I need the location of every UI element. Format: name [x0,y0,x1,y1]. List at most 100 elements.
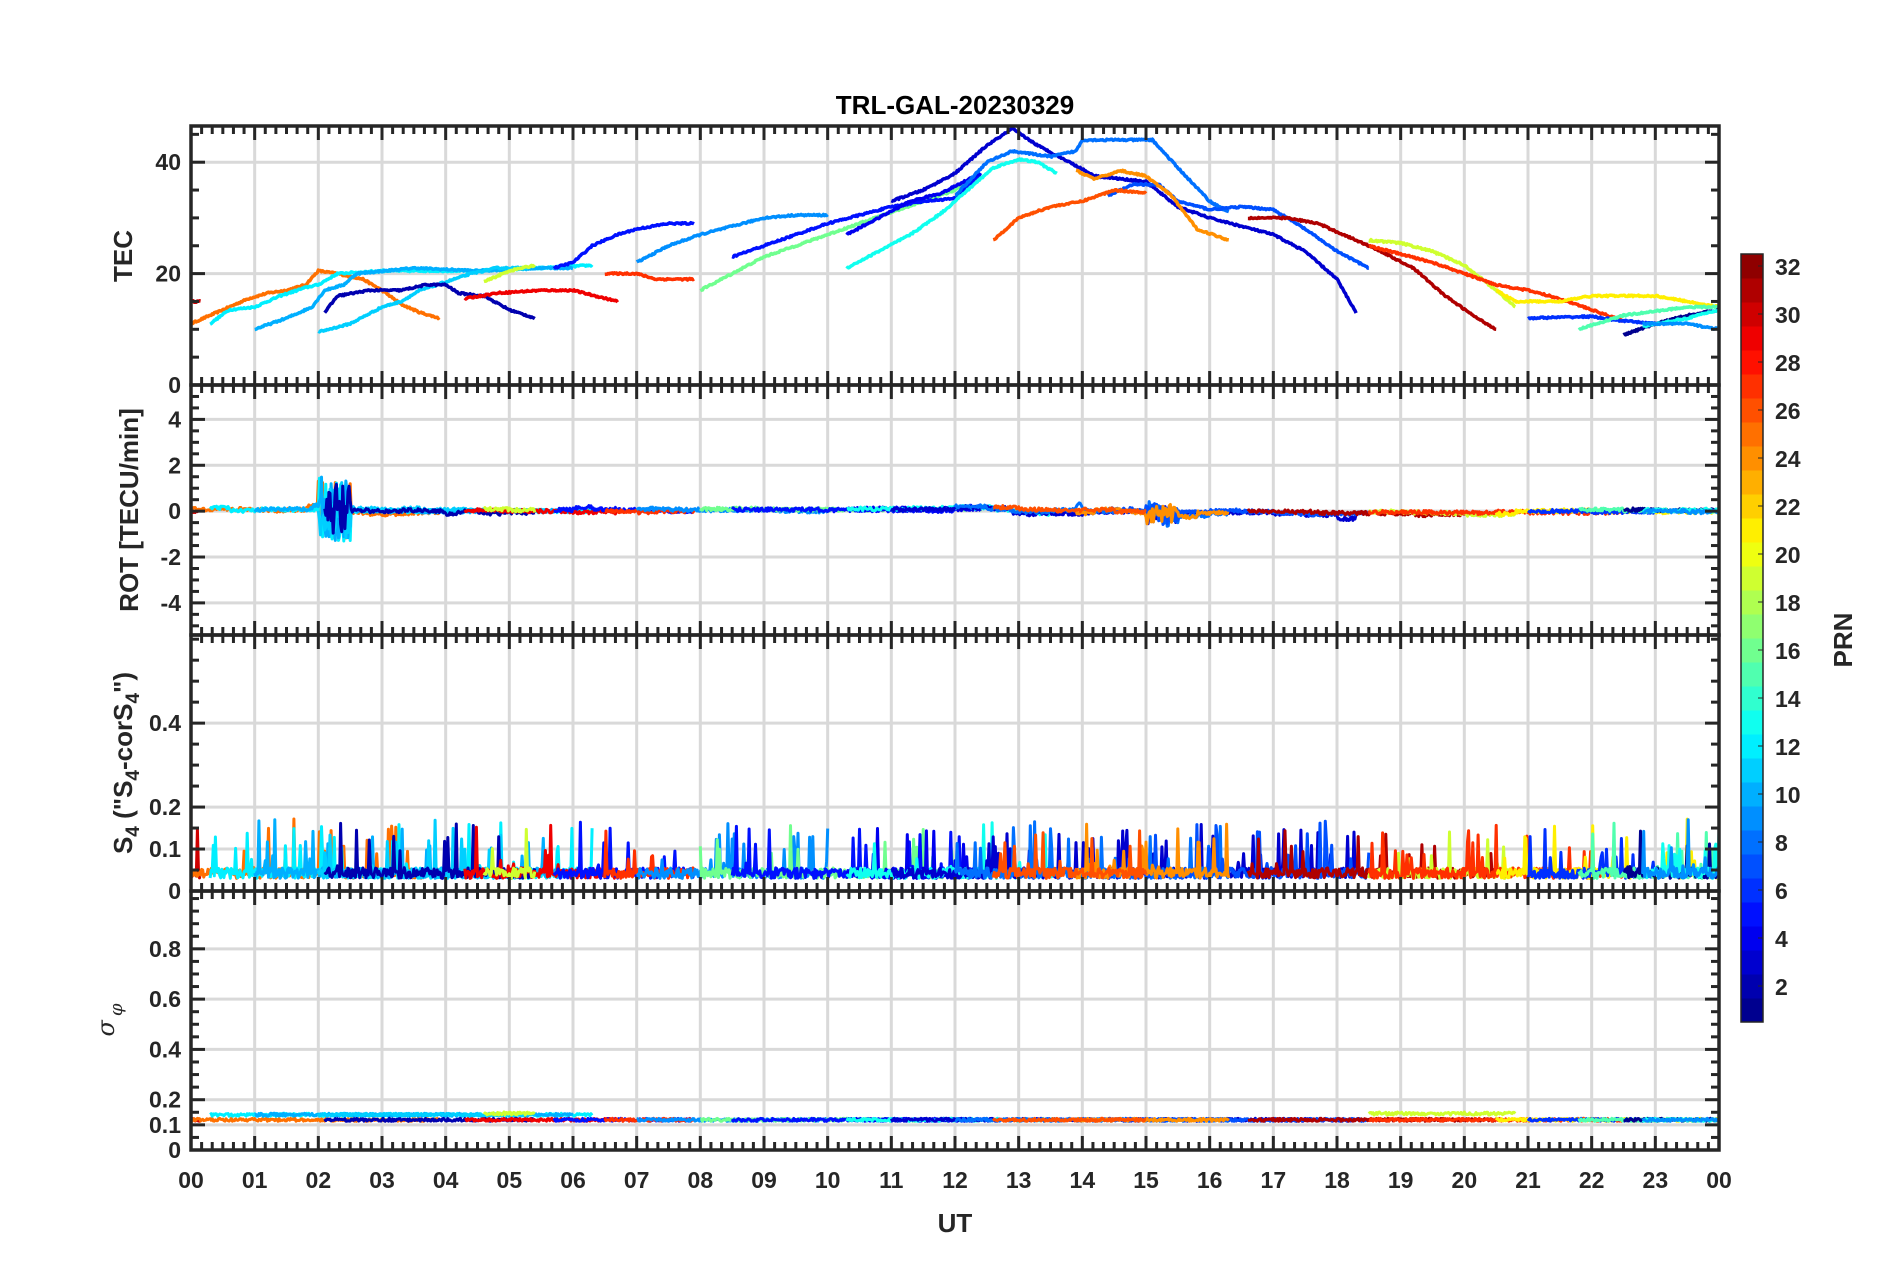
x-tick-label: 22 [1579,1167,1605,1193]
tec-track-prn-3 [890,126,1358,314]
colorbar-level [1741,326,1763,351]
colorbar-tick-label: 2 [1775,974,1788,1000]
colorbar-level [1741,518,1763,543]
colorbar-level [1741,614,1763,639]
rot-y-tick-label: 0 [168,498,181,524]
s4-label-sub2: 4 [123,770,144,781]
colorbar-level [1741,566,1763,591]
x-tick-label: 14 [1070,1167,1096,1193]
tec-y-label: TEC [108,230,138,282]
sigma-label-main: σ [92,1020,120,1037]
s4-y-tick-label: 0.1 [149,836,181,862]
rot-y-tick-label: 2 [168,452,181,478]
colorbar-level [1741,854,1763,879]
tec-track-prn-21 [1495,288,1719,309]
sigma-track-prn-19 [1367,1110,1517,1117]
colorbar-level [1741,662,1763,687]
colorbar-level [1741,926,1763,951]
s4-track-prn-26 [991,829,1148,880]
colorbar-tick-label: 18 [1775,590,1801,616]
tec-track-prn-13 [845,157,1058,270]
s4-y-tick-label: 0.4 [149,710,181,736]
colorbar-level [1741,278,1763,303]
tec-data [191,126,1719,337]
tec-track-prn-27 [1368,244,1625,323]
x-tick-label: 20 [1452,1167,1478,1193]
s4-label-s: S [108,837,138,854]
rot-data [191,475,1719,543]
tec-y-tick-label: 40 [155,149,181,175]
rot-y-tick-label: -4 [161,590,182,616]
chart-title: TRL-GAL-20230329 [836,90,1074,120]
colorbar-tick-label: 8 [1775,830,1788,856]
x-tick-label: 05 [497,1167,523,1193]
x-axis-label: UT [938,1208,973,1238]
s4-y-label: S4 ("S4-corS4") [108,672,144,854]
colorbar-level [1741,902,1763,927]
sigma-y-tick-label: 0.2 [149,1087,181,1113]
colorbar-level [1741,374,1763,399]
x-tick-label: 12 [942,1167,968,1193]
colorbar-tick-label: 14 [1775,686,1801,712]
colorbar-tick-label: 32 [1775,254,1801,280]
tec-track-prn-9 [1641,321,1719,331]
x-tick-label: 00 [1706,1167,1732,1193]
s4-track-prn-2 [323,821,537,880]
colorbar-level [1741,638,1763,663]
rot-y-tick-label: 4 [168,406,181,432]
colorbar-level [1741,494,1763,519]
x-tick-label: 18 [1324,1167,1350,1193]
s4-y-tick-label: 0.2 [149,794,181,820]
sigma-data [191,1110,1719,1123]
sigma-track-prn-9 [1641,1116,1719,1123]
x-tick-label: 04 [433,1167,459,1193]
tec-track-prn-24 [1075,168,1230,242]
sigma-y-tick-label: 0.4 [149,1036,181,1062]
colorbar-level [1741,422,1763,447]
tec-track-prn-27 [604,271,695,282]
colorbar-tick-label: 16 [1775,638,1801,664]
tec-track-prn-5 [552,220,695,270]
colorbar-tick-label: 28 [1775,350,1801,376]
s4-label-end: ") [108,672,138,693]
colorbar-level [1741,542,1763,567]
colorbar-level [1741,974,1763,999]
tec-track-prn-5 [731,172,982,259]
colorbar-frame [1740,253,1764,1023]
colorbar-tick-label: 22 [1775,494,1801,520]
x-tick-label: 06 [560,1167,586,1193]
tec-track-prn-9 [635,212,829,264]
colorbar-level [1741,446,1763,471]
tec-track-prn-19 [483,263,537,284]
colorbar-tick-label: 12 [1775,734,1801,760]
tec-y-tick-label: 20 [155,261,181,287]
colorbar-level [1741,782,1763,807]
tec-track-prn-29 [463,287,620,304]
x-tick-label: 02 [306,1167,332,1193]
colorbar-level [1741,950,1763,975]
sigma-y-tick-label: 0.8 [149,936,181,962]
s4-label-mid2: -corS [108,704,138,770]
x-tick-label: 07 [624,1167,650,1193]
s4-label-sub: 4 [123,826,144,837]
tec-track-prn-10 [253,265,574,332]
s4-track-prn-9 [1641,818,1719,880]
tec-track-prn-19 [1368,237,1517,309]
colorbar-level [1741,470,1763,495]
x-tick-label: 11 [879,1167,904,1193]
colorbar-level [1741,806,1763,831]
colorbar-level [1741,734,1763,759]
rot-track-prn-26 [992,504,1147,515]
tec-track-prn-15 [1577,304,1719,332]
tec-track-prn-26 [992,187,1148,242]
colorbar-tick-label: 10 [1775,782,1801,808]
sigma-track-prn-25 [191,1116,440,1123]
colorbar-tick-label: 4 [1775,926,1788,952]
tec-track-prn-7 [1106,181,1370,270]
colorbar-tick-label: 24 [1775,446,1801,472]
x-tick-label: 00 [178,1167,204,1193]
tec-track-prn-11 [317,265,530,334]
s4-label-sub3: 4 [123,693,144,704]
tec-y-tick-label: 0 [168,372,181,398]
